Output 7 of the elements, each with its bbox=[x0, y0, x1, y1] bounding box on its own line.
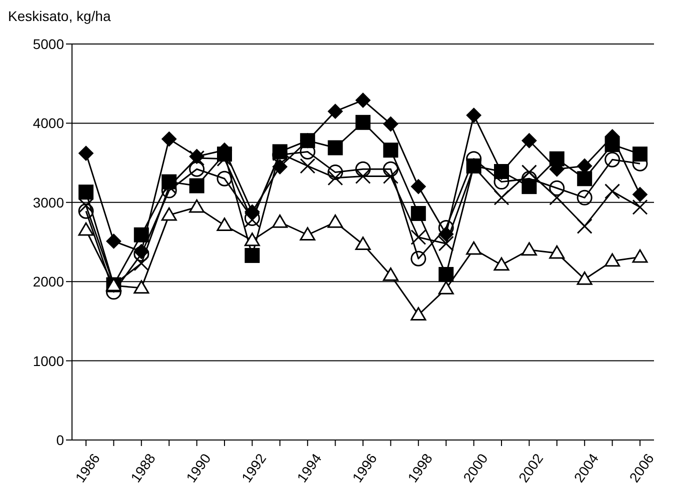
y-tick-label: 2000 bbox=[32, 274, 64, 290]
y-tick-label: 0 bbox=[56, 432, 64, 448]
y-tick-label: 5000 bbox=[32, 36, 64, 52]
y-tick-label: 4000 bbox=[32, 115, 64, 132]
y-tick-label: 1000 bbox=[32, 352, 64, 369]
y-axis-title: Keskisato, kg/ha bbox=[8, 8, 111, 24]
y-tick-label: 3000 bbox=[32, 194, 64, 210]
